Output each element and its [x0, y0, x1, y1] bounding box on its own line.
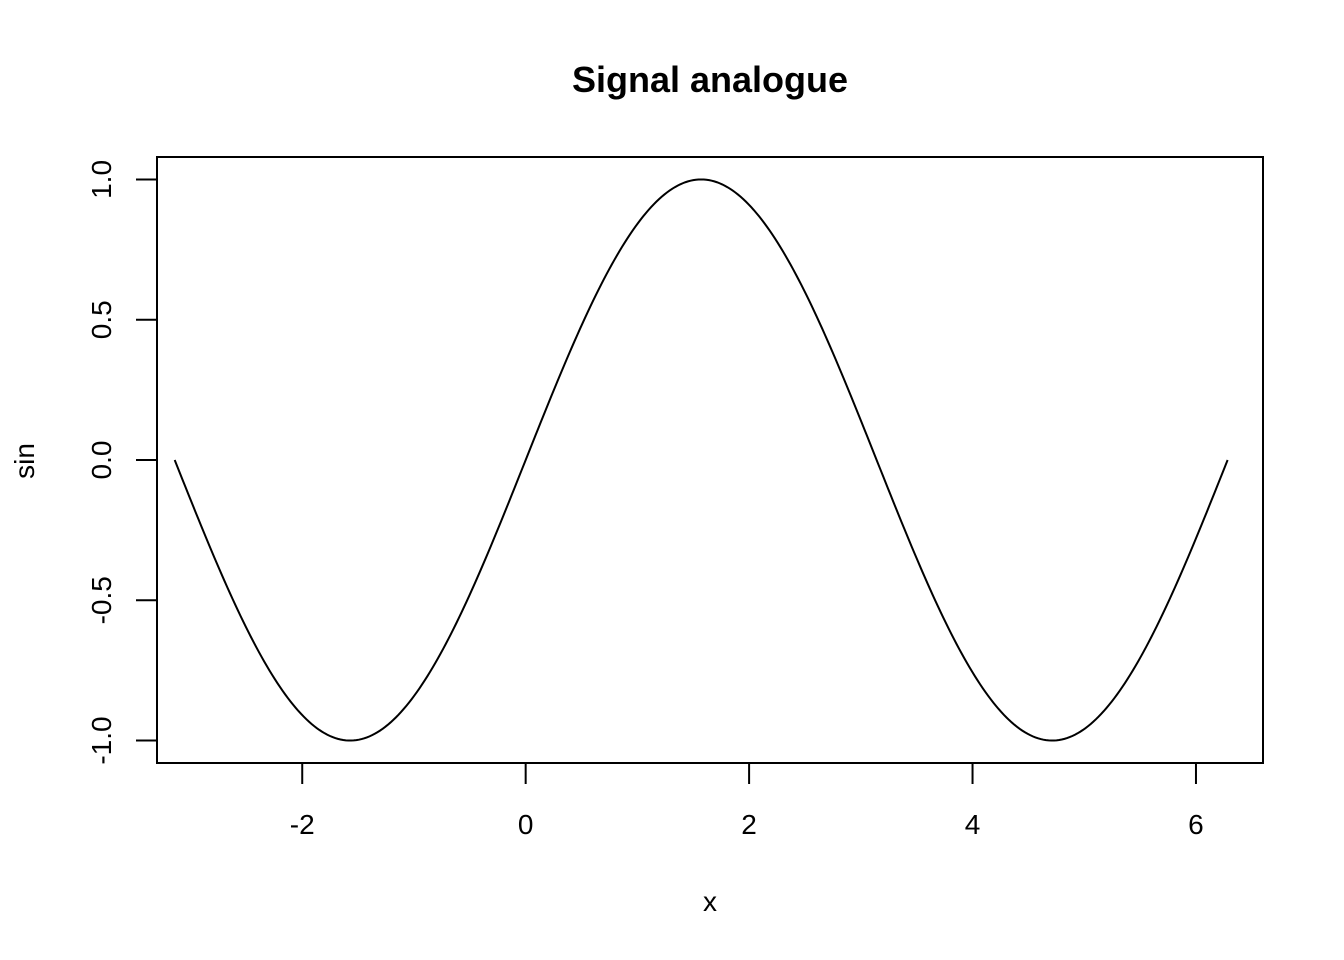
series-line-sin — [173, 178, 1229, 742]
x-axis: -2 0 2 4 6 — [290, 762, 1204, 840]
y-tick-label: -0.5 — [86, 576, 117, 624]
y-tick-label: 0.0 — [86, 441, 117, 480]
y-tick-label: 1.0 — [86, 160, 117, 199]
x-tick-label: 4 — [965, 809, 981, 840]
x-tick-label: 2 — [741, 809, 757, 840]
x-tick-label: 6 — [1188, 809, 1204, 840]
y-tick-label: 0.5 — [86, 300, 117, 339]
y-tick-label: -1.0 — [86, 716, 117, 764]
y-axis: -1.0 -0.5 0.0 0.5 1.0 — [86, 160, 158, 765]
x-tick-label: -2 — [290, 809, 315, 840]
chart-title: Signal analogue — [572, 59, 848, 100]
x-tick-label: 0 — [518, 809, 534, 840]
x-axis-label: x — [703, 886, 717, 917]
plot-frame — [156, 156, 1264, 764]
y-axis-label: sin — [9, 443, 40, 479]
